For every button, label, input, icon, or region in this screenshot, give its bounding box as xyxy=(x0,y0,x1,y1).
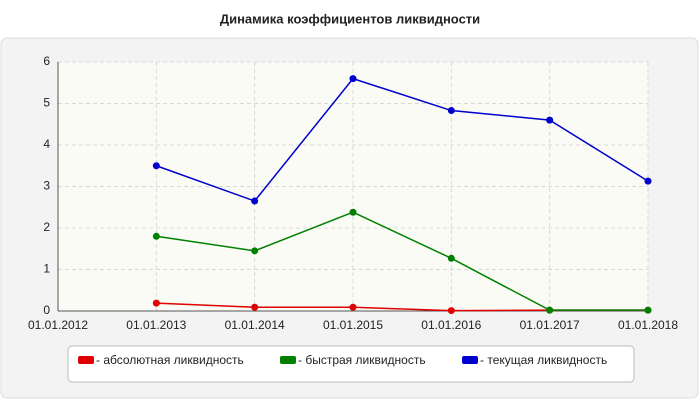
data-point xyxy=(644,177,652,185)
series-line xyxy=(156,77,649,202)
y-tick-label: 6 xyxy=(43,54,50,68)
x-tick-label: 01.01.2013 xyxy=(126,318,186,332)
y-tick-label: 0 xyxy=(43,303,50,317)
legend-swatch xyxy=(78,356,94,364)
data-point xyxy=(349,303,357,311)
data-point xyxy=(447,254,455,262)
chart-title: Динамика коэффициентов ликвидности xyxy=(220,11,480,26)
data-point xyxy=(349,208,357,216)
data-point xyxy=(152,299,160,307)
legend-label: - абсолютная ликвидность xyxy=(96,353,244,367)
data-point xyxy=(251,247,259,255)
data-point xyxy=(644,306,652,314)
data-point xyxy=(546,306,554,314)
x-tick-label: 01.01.2017 xyxy=(520,318,580,332)
legend-swatch xyxy=(280,356,296,364)
data-point xyxy=(251,197,259,205)
legend-swatch xyxy=(462,356,478,364)
x-tick-label: 01.01.2015 xyxy=(323,318,383,332)
y-tick-label: 1 xyxy=(43,262,50,276)
data-point xyxy=(447,107,455,115)
data-point xyxy=(546,116,554,124)
legend xyxy=(67,345,635,383)
data-point xyxy=(152,232,160,240)
y-tick-label: 3 xyxy=(43,179,50,193)
x-tick-label: 01.01.2016 xyxy=(421,318,481,332)
y-tick-label: 4 xyxy=(43,137,50,151)
data-point xyxy=(447,307,455,315)
data-point xyxy=(349,75,357,83)
legend-label: - быстрая ликвидность xyxy=(298,353,426,367)
legend-label: - текущая ликвидность xyxy=(480,353,607,367)
x-tick-label: 01.01.2012 xyxy=(28,318,88,332)
x-tick-label: 01.01.2018 xyxy=(618,318,678,332)
x-tick-label: 01.01.2014 xyxy=(225,318,285,332)
y-tick-label: 2 xyxy=(43,220,50,234)
data-point xyxy=(251,303,259,311)
data-point xyxy=(152,162,160,170)
y-tick-label: 5 xyxy=(43,96,50,110)
series-line xyxy=(156,211,648,311)
